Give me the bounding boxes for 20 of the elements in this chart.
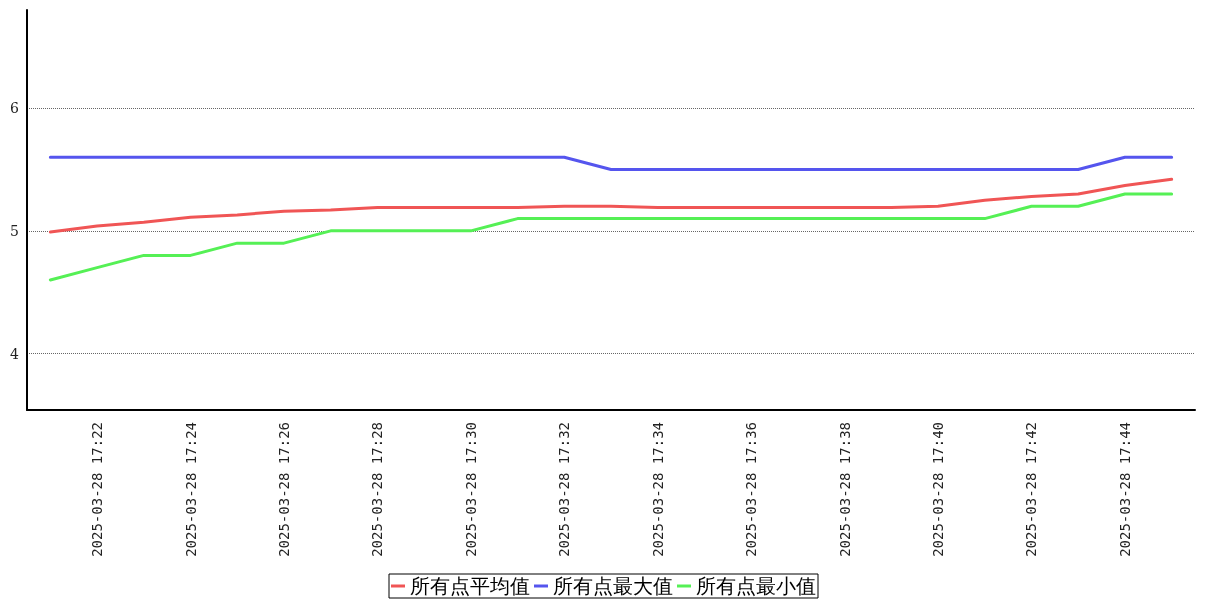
legend-label: 所有点平均值	[410, 574, 530, 598]
x-tick-label: 2025-03-28 17:24	[182, 422, 199, 557]
y-tick-label: 6	[10, 100, 20, 117]
legend-label: 所有点最小值	[696, 574, 816, 598]
x-tick-label: 2025-03-28 17:36	[743, 422, 760, 557]
legend-label: 所有点最大值	[553, 574, 673, 598]
x-tick-label: 2025-03-28 17:22	[89, 422, 106, 557]
x-tick-label: 2025-03-28 17:26	[275, 422, 292, 557]
x-tick-label: 2025-03-28 17:28	[369, 422, 386, 557]
y-tick-label: 5	[10, 222, 19, 239]
line-series	[48, 192, 1174, 282]
x-tick-label: 2025-03-28 17:30	[462, 422, 479, 557]
x-tick-label: 2025-03-28 17:34	[649, 422, 666, 557]
x-tick-label: 2025-03-28 17:42	[1023, 422, 1040, 557]
line-series	[48, 177, 1174, 234]
x-tick-label: 2025-03-28 17:38	[836, 422, 853, 557]
x-tick-label: 2025-03-28 17:44	[1116, 422, 1133, 557]
x-tick-label: 2025-03-28 17:32	[556, 422, 573, 557]
y-tick-label: 4	[10, 345, 20, 362]
x-tick-label: 2025-03-28 17:40	[930, 422, 947, 557]
